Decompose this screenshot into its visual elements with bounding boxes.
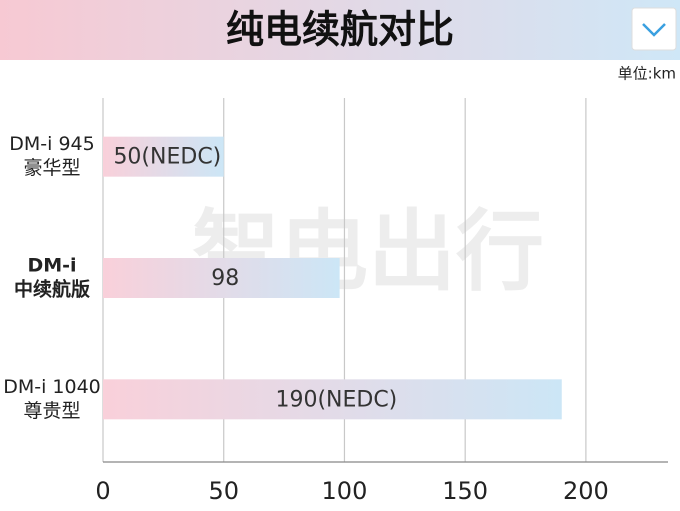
y-tick-label: DM-i — [27, 255, 76, 277]
bar — [103, 136, 224, 177]
x-tick-label: 200 — [563, 477, 609, 505]
dropdown-box[interactable] — [631, 7, 677, 51]
bar — [103, 258, 340, 298]
value-label: 190(NEDC) — [275, 387, 397, 412]
y-tick-label: 尊贵型 — [23, 400, 80, 422]
dropdown-button[interactable] — [631, 7, 677, 51]
chevron-icon[interactable] — [642, 23, 666, 37]
y-tick-label: DM-i 945 — [9, 133, 94, 155]
x-tick-label: 100 — [322, 477, 368, 505]
x-tick-label: 150 — [442, 477, 488, 505]
y-tick-label: DM-i 1040 — [3, 376, 101, 398]
chart-title: 纯电续航对比 — [226, 8, 454, 52]
unit-label: 单位:km — [618, 65, 676, 83]
title-band — [0, 0, 680, 60]
value-label: 98 — [211, 266, 239, 291]
y-tick-label: 豪华型 — [23, 157, 80, 179]
value-label: 50(NEDC) — [113, 145, 221, 170]
y-tick-label: 中续航版 — [14, 278, 90, 301]
bar — [103, 379, 562, 420]
x-tick-label: 50 — [208, 477, 239, 505]
x-tick-label: 0 — [95, 477, 110, 505]
